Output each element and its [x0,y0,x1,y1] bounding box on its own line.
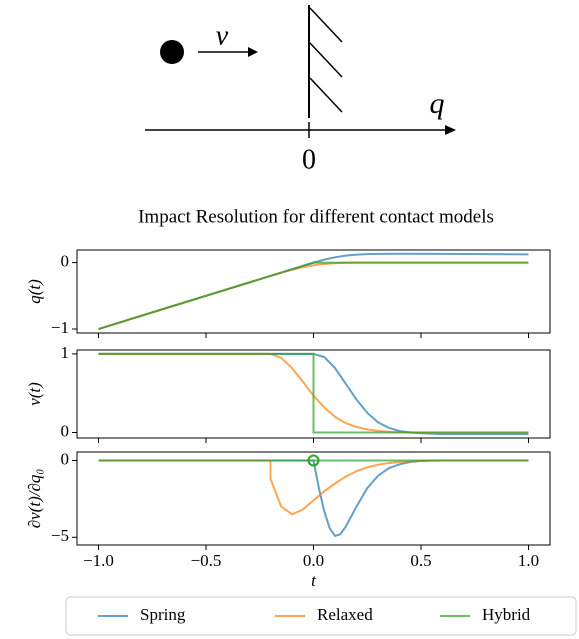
legend-label: Relaxed [317,605,373,624]
ball [160,40,184,64]
x-tick-label: 1.0 [518,551,539,570]
q-axis-head [445,125,456,135]
origin-label: 0 [302,144,316,175]
q-label: q [430,87,445,120]
subplot: −5 0 −1.0 −0.5 0.0 0.5 1.0 ∂v(t)/∂q₀ t [25,449,551,590]
wall-hatch [309,77,343,113]
subplot: 0 1 v(t) [25,343,551,443]
marker [307,454,320,467]
legend-label: Spring [140,605,186,624]
x-tick-label: −0.5 [191,551,222,570]
x-tick-label: 0.0 [303,551,324,570]
legend-box [65,596,577,636]
series-line [98,261,529,330]
y-axis-label: q(t) [25,279,44,304]
series-line [98,352,529,434]
y-tick-label: 0 [61,449,70,468]
diagram: v 0 q [145,5,456,175]
y-tick-label: −5 [51,526,69,545]
wall-hatch [309,7,343,43]
wall-hatch [309,42,343,78]
x-tick-label: 0.5 [410,551,431,570]
series-line [98,261,529,330]
y-axis-label: ∂v(t)/∂q₀ [25,469,44,529]
subplot: −1 0 q(t) [25,249,551,338]
series-line [98,459,529,516]
legend: Spring Relaxed Hybrid [65,596,577,636]
series-line [98,459,529,537]
y-axis-label: v(t) [25,382,44,406]
x-axis-label: t [311,571,317,590]
chart-title: Impact Resolution for different contact … [138,206,494,227]
velocity-arrow-head [248,47,258,57]
velocity-label: v [216,20,229,51]
y-tick-label: −1 [51,318,69,337]
y-tick-label: 1 [61,343,70,362]
y-tick-label: 0 [61,421,70,440]
y-tick-label: 0 [61,252,70,271]
x-tick-label: −1.0 [83,551,114,570]
legend-label: Hybrid [482,605,531,624]
